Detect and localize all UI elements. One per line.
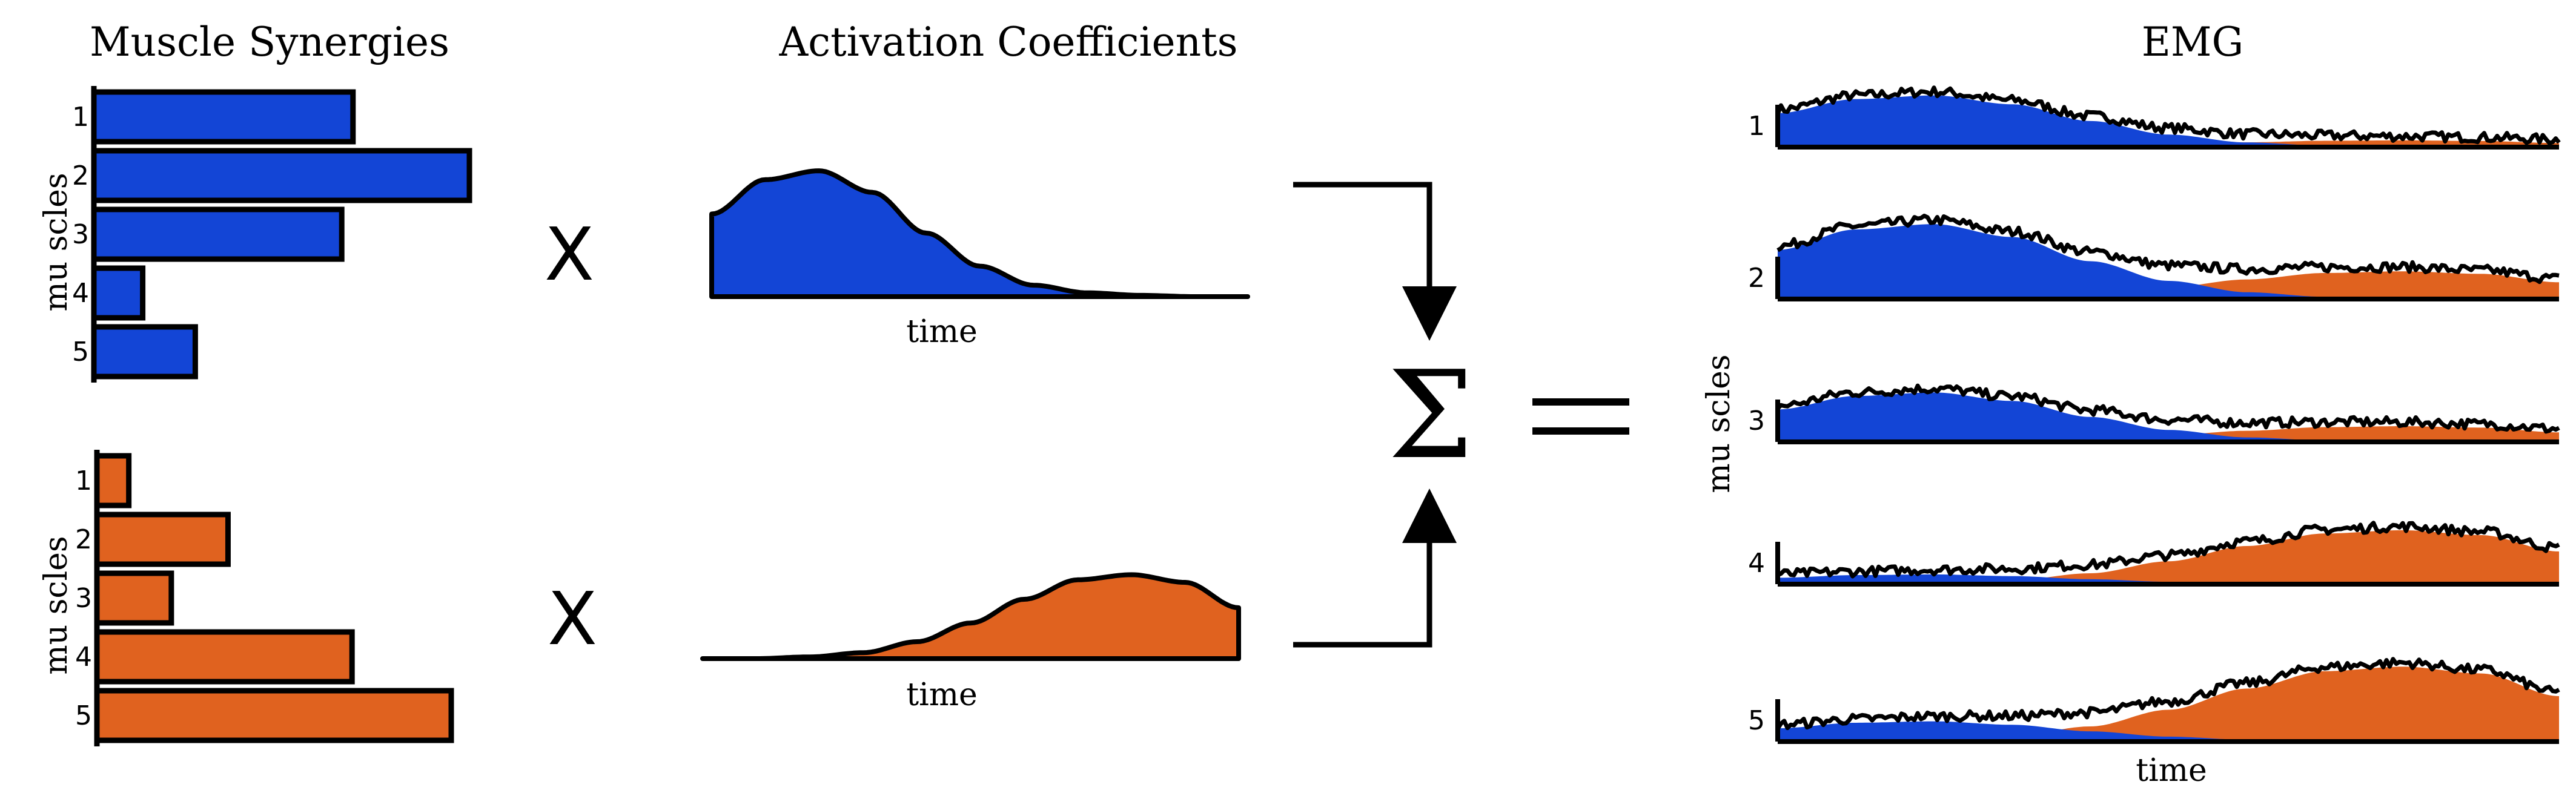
emg-time-label: time [2136, 752, 2207, 789]
synergy-2-axis-label: mu scles [38, 536, 74, 674]
emg-muscle-label-2: 2 [1748, 263, 1765, 294]
synergy-2-muscle-label-5: 5 [75, 700, 92, 731]
emg-axis-label: mu scles [1701, 354, 1737, 493]
multiply-sign-2: X [548, 577, 597, 662]
synergy-2-muscle-label-4: 4 [75, 642, 92, 673]
emg-1-signal [1775, 85, 2561, 145]
emg-1-synergy-1-fill [1778, 95, 2559, 147]
synergy-2-muscle-label-3: 3 [75, 583, 92, 614]
activation-1-outline [709, 168, 1250, 299]
arrow-top-to-sum [1293, 182, 1457, 341]
multiply-sign-1: X [545, 213, 594, 297]
emg-trace-muscle-4: 4 [1748, 521, 2560, 587]
activation-2-time-label: time [906, 677, 978, 713]
emg-muscle-label-4: 4 [1748, 548, 1765, 579]
synergies-title: Muscle Synergies [90, 19, 449, 65]
synergy-2-bar-muscle-5 [94, 688, 454, 743]
emg-trace-muscle-1: 1 [1748, 85, 2561, 150]
synergy-1-bar-muscle-1 [91, 89, 356, 145]
synergy-1-bar-muscle-5 [91, 324, 198, 380]
synergy-2-bar-muscle-1 [94, 453, 132, 508]
emg-title: EMG [2142, 19, 2243, 65]
emg-trace-muscle-5: 5 [1748, 657, 2560, 744]
synergy-1-muscle-label-1: 1 [72, 102, 89, 133]
activation-1-area [712, 171, 1248, 297]
synergy-2-bar-muscle-2 [94, 512, 231, 567]
activation-curve-2 [700, 572, 1241, 661]
emg-3-synergy-2-fill [1778, 426, 2559, 442]
emg-muscle-label-3: 3 [1748, 406, 1765, 436]
activation-2-outline [700, 572, 1241, 661]
synergy-2-muscle-label-2: 2 [75, 524, 92, 555]
emg-3-signal [1776, 383, 2560, 434]
synergy-1-bar-muscle-4 [91, 265, 146, 321]
synergy-1-muscle-label-4: 4 [72, 278, 89, 309]
synergy-1-muscle-label-2: 2 [72, 160, 89, 191]
emg-2-synergy-1-fill [1778, 224, 2559, 299]
equals-sign [1532, 398, 1629, 435]
synergy-1-muscle-label-5: 5 [72, 337, 89, 367]
synergy-2-muscle-label-1: 1 [75, 466, 92, 496]
activations-title: Activation Coefficients [778, 19, 1237, 65]
emg-trace-muscle-2: 2 [1748, 214, 2560, 301]
synergy-2-bars: 1 2 3 4 5 [75, 450, 454, 746]
emg-5-signal [1776, 657, 2560, 731]
synergy-2-bar-muscle-4 [94, 629, 355, 685]
emg-3-synergy-1-fill [1778, 392, 2559, 442]
emg-4-synergy-1-fill [1778, 574, 2559, 584]
emg-4-signal [1776, 521, 2560, 579]
emg-trace-muscle-3: 3 [1748, 383, 2560, 444]
synergy-1-axis-label: mu scles [38, 173, 74, 311]
emg-5-synergy-2-fill [1778, 666, 2559, 742]
synergy-1-bars: 1 2 3 4 5 [72, 86, 472, 383]
activation-curve-1 [709, 168, 1250, 299]
emg-2-synergy-2-fill [1778, 271, 2559, 299]
emg-muscle-label-1: 1 [1748, 111, 1765, 142]
emg-traces: 1 2 3 4 5 [1748, 85, 2561, 744]
synergy-1-bar-muscle-2 [91, 148, 472, 203]
sum-symbol: Σ [1388, 345, 1473, 486]
emg-4-synergy-2-fill [1778, 530, 2559, 584]
activation-2-area [703, 574, 1239, 659]
emg-2-signal [1776, 214, 2560, 285]
synergy-1-muscle-label-3: 3 [72, 219, 89, 250]
synergy-2-bar-muscle-3 [94, 570, 174, 626]
emg-muscle-label-5: 5 [1748, 705, 1765, 736]
synergy-1-bar-muscle-3 [91, 206, 345, 262]
emg-5-synergy-1-fill [1778, 721, 2559, 742]
arrow-bottom-to-sum [1293, 489, 1457, 648]
activation-1-time-label: time [906, 314, 978, 350]
